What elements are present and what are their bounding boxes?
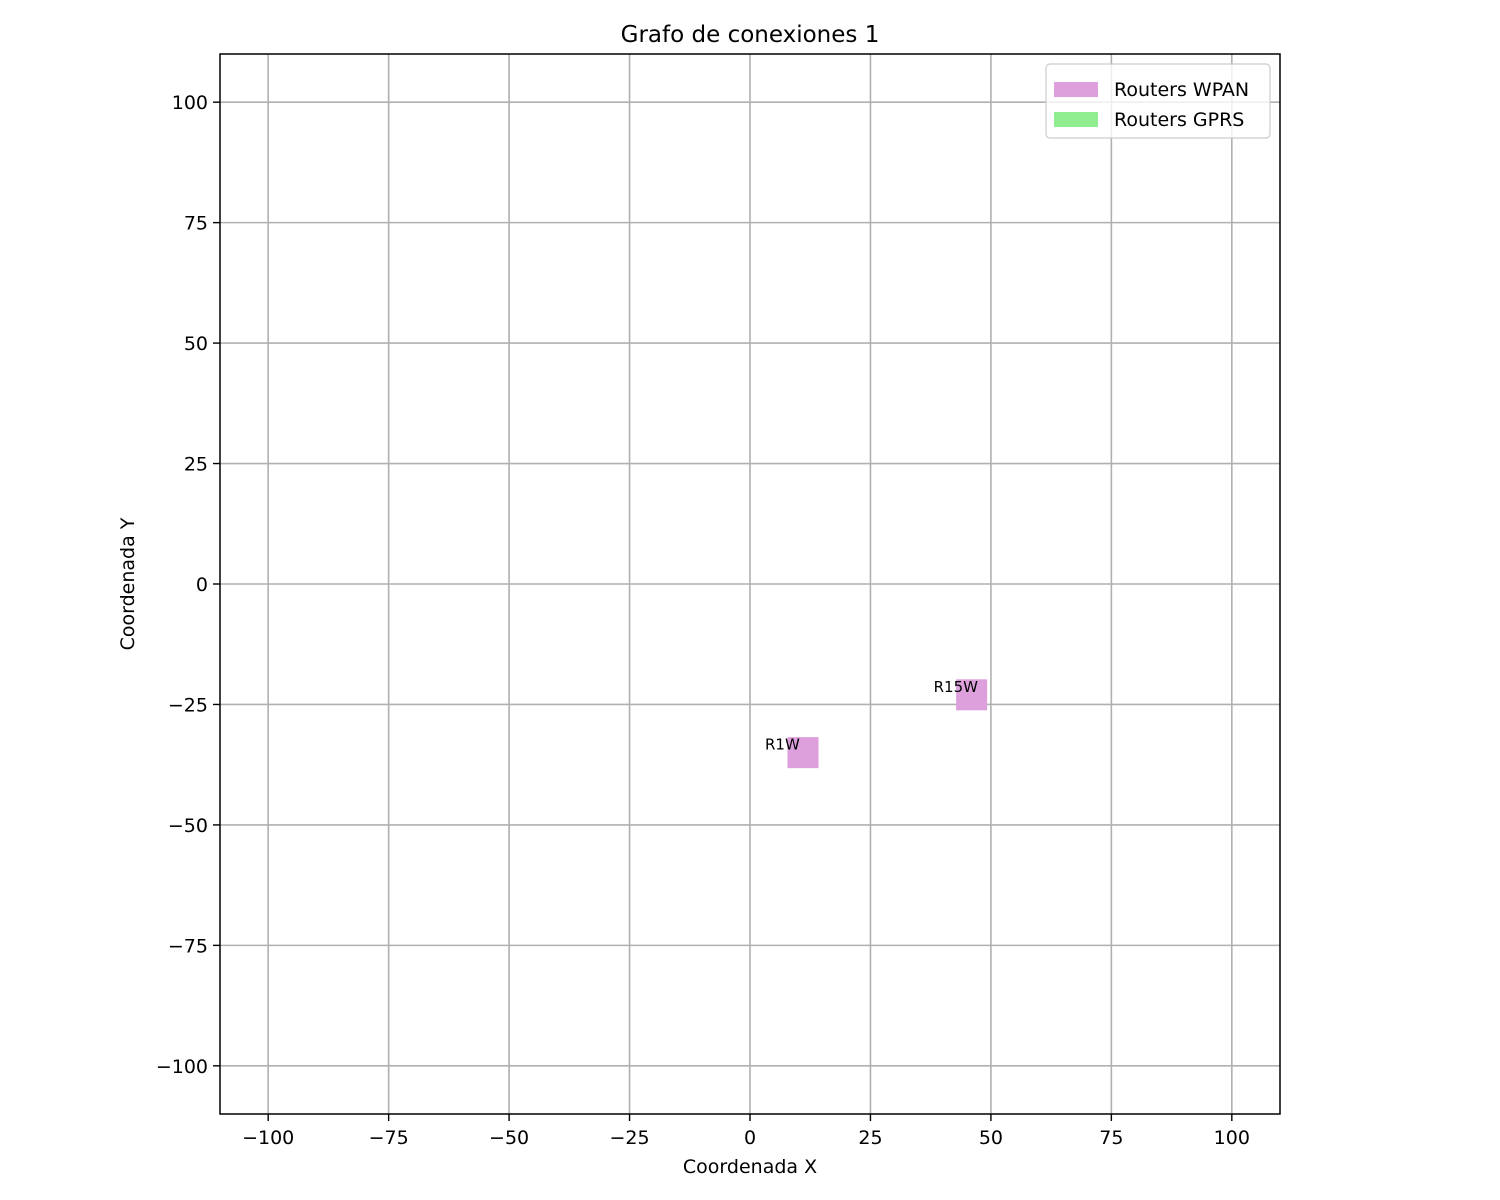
y-tick-label: 75 [184,213,208,235]
router-marker [956,679,988,711]
y-tick-label: 50 [184,333,208,355]
legend-box [1045,63,1271,139]
legend-entry: Routers GPRS [1114,109,1244,131]
grid-lines [220,54,1280,1114]
x-tick-label: −50 [489,1127,529,1149]
y-tick-label: 0 [196,574,208,596]
legend: Routers WPAN Routers GPRS [1045,63,1271,139]
x-tick-label: 0 [744,1127,756,1149]
router-marker [787,737,819,769]
legend-entry: Routers WPAN [1114,79,1249,101]
x-tick-label: −100 [242,1127,294,1149]
y-tick-label: −100 [156,1056,208,1078]
x-tick-label: 50 [979,1127,1003,1149]
y-tick-label: 100 [172,92,208,114]
legend-swatch [1054,82,1098,97]
y-tick-label: 25 [184,454,208,476]
router-label: R1W [765,736,800,754]
data-markers [787,679,988,769]
point-labels: R1W R15W [765,678,978,754]
x-axis-title: Coordenada X [683,1156,817,1178]
y-tick-label: −25 [168,694,208,716]
x-tick-label: 75 [1099,1127,1123,1149]
x-tick-label: −25 [609,1127,649,1149]
y-tick-label: −50 [168,815,208,837]
x-tick-label: 100 [1214,1127,1250,1149]
legend-swatch [1054,112,1098,127]
router-label: R15W [934,678,979,696]
y-axis-title: Coordenada Y [117,517,139,650]
x-tick-label: −75 [369,1127,409,1149]
chart-title: Grafo de conexiones 1 [621,22,880,48]
y-tick-label: −75 [168,935,208,957]
x-tick-label: 25 [858,1127,882,1149]
axis-ticks: −100 −75 −50 −25 0 25 50 75 100 −100 −75 −50 −25 0 25 5… [156,92,1250,1149]
